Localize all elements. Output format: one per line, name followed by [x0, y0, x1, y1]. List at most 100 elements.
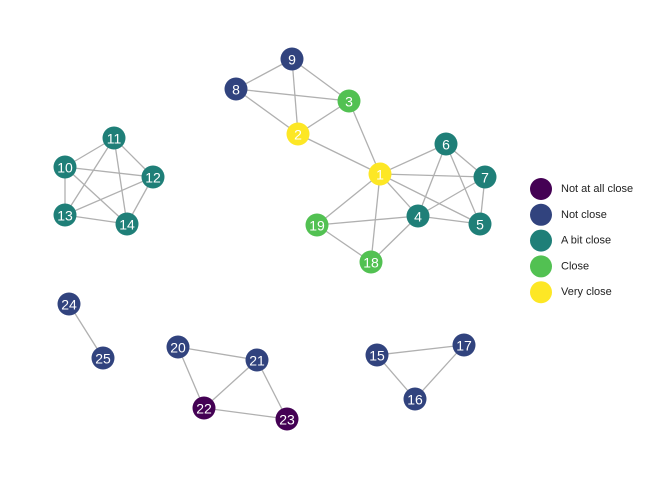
legend-swatch [530, 281, 552, 304]
edge-1-5 [379, 173, 481, 225]
node-label: 18 [363, 255, 379, 271]
node-24[interactable]: 24 [57, 292, 81, 316]
legend-item: Close [530, 255, 589, 278]
edge-1-7 [379, 173, 486, 178]
node-label: 5 [476, 217, 484, 233]
edge-22-23 [203, 407, 288, 420]
node-circle [57, 292, 81, 316]
node-15[interactable]: 15 [365, 343, 389, 367]
node-25[interactable]: 25 [91, 346, 115, 370]
edge-4-19 [316, 215, 419, 226]
legend-swatch [530, 203, 552, 226]
node-2[interactable]: 2 [286, 122, 310, 146]
node-22[interactable]: 22 [192, 396, 216, 420]
node-circle [275, 407, 299, 431]
node-16[interactable]: 16 [403, 387, 427, 411]
node-label: 2 [294, 127, 302, 143]
node-13[interactable]: 13 [53, 203, 77, 227]
node-circle [224, 77, 248, 101]
node-label: 19 [309, 218, 325, 234]
node-20[interactable]: 20 [166, 335, 190, 359]
node-circle [305, 213, 329, 237]
legend-item: Very close [530, 281, 612, 304]
edge-6-5 [445, 143, 481, 225]
edge-8-3 [235, 88, 350, 102]
node-circle [452, 333, 476, 357]
node-label: 22 [196, 401, 212, 417]
node-label: 14 [119, 217, 135, 233]
legend-label: Not at all close [561, 183, 633, 195]
node-circle [53, 203, 77, 227]
node-8[interactable]: 8 [224, 77, 248, 101]
edge-15-17 [376, 344, 465, 356]
edge-12-13 [64, 176, 154, 216]
node-circle [115, 212, 139, 236]
edge-2-1 [297, 133, 381, 175]
node-circle [468, 212, 492, 236]
node-label: 15 [369, 348, 385, 364]
edge-20-21 [177, 346, 258, 361]
edge-10-14 [64, 166, 128, 225]
node-label: 21 [249, 353, 265, 369]
node-circle [359, 250, 383, 274]
node-label: 3 [345, 94, 353, 110]
edges-layer [64, 58, 486, 420]
edge-21-22 [203, 359, 258, 409]
node-5[interactable]: 5 [468, 212, 492, 236]
node-label: 24 [61, 297, 77, 313]
node-14[interactable]: 14 [115, 212, 139, 236]
node-17[interactable]: 17 [452, 333, 476, 357]
node-circle [434, 132, 458, 156]
edge-7-4 [417, 176, 486, 217]
edge-1-6 [379, 143, 447, 175]
node-label: 25 [95, 351, 111, 367]
node-circle [245, 348, 269, 372]
legend-label: Not close [561, 209, 607, 221]
node-circle [280, 47, 304, 71]
edge-6-4 [417, 143, 447, 217]
edge-16-17 [414, 344, 465, 400]
node-12[interactable]: 12 [141, 165, 165, 189]
node-label: 23 [279, 412, 295, 428]
node-label: 10 [57, 160, 73, 176]
node-circle [166, 335, 190, 359]
node-label: 7 [481, 170, 489, 186]
node-label: 13 [57, 208, 73, 224]
node-3[interactable]: 3 [337, 89, 361, 113]
node-4[interactable]: 4 [406, 204, 430, 228]
node-circle [406, 204, 430, 228]
edge-3-1 [348, 100, 381, 175]
node-11[interactable]: 11 [102, 126, 126, 150]
legend-item: Not close [530, 203, 607, 226]
edge-9-2 [291, 58, 299, 135]
edge-11-14 [113, 137, 128, 225]
legend-item: Not at all close [530, 178, 633, 200]
node-circle [365, 343, 389, 367]
node-10[interactable]: 10 [53, 155, 77, 179]
node-label: 11 [107, 131, 122, 147]
legend: Not at all close Not close A bit close Clos… [530, 178, 633, 304]
node-23[interactable]: 23 [275, 407, 299, 431]
node-21[interactable]: 21 [245, 348, 269, 372]
node-circle [141, 165, 165, 189]
node-label: 9 [288, 52, 296, 68]
node-6[interactable]: 6 [434, 132, 458, 156]
node-label: 17 [456, 338, 472, 354]
node-9[interactable]: 9 [280, 47, 304, 71]
node-19[interactable]: 19 [305, 213, 329, 237]
legend-swatch [530, 255, 552, 278]
edge-1-19 [316, 173, 381, 226]
node-circle [368, 162, 392, 186]
node-7[interactable]: 7 [473, 165, 497, 189]
legend-label: A bit close [561, 235, 611, 247]
node-label: 1 [376, 167, 384, 183]
node-circle [102, 126, 126, 150]
node-18[interactable]: 18 [359, 250, 383, 274]
node-label: 20 [170, 340, 186, 356]
legend-label: Very close [561, 286, 612, 298]
node-circle [53, 155, 77, 179]
node-1[interactable]: 1 [368, 162, 392, 186]
node-label: 8 [232, 82, 240, 98]
legend-swatch [530, 229, 552, 252]
